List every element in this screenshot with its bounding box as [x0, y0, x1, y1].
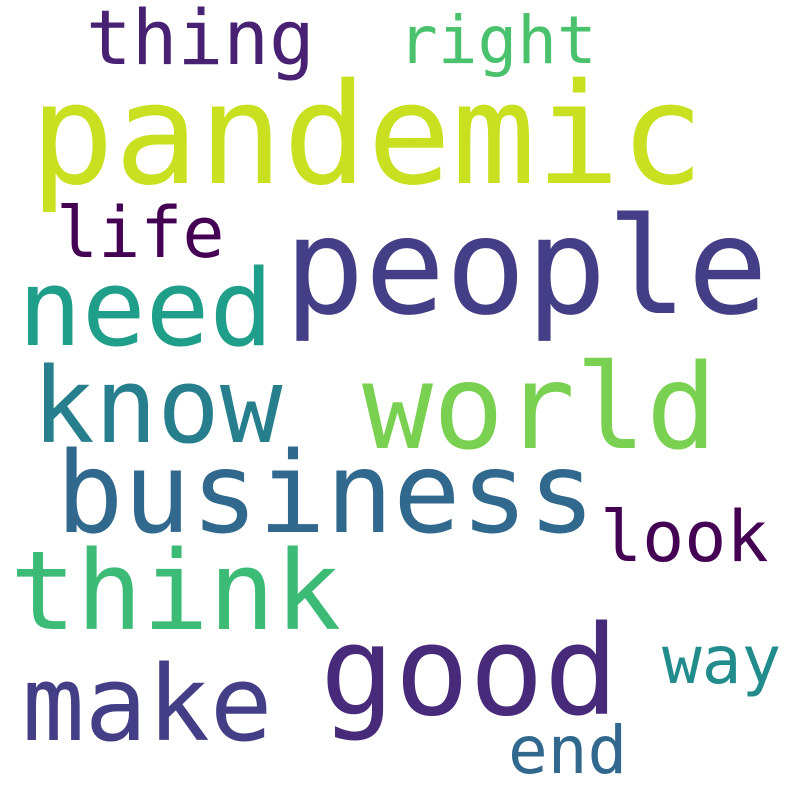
- word-life: life: [56, 192, 225, 274]
- word-good: good: [320, 600, 619, 744]
- word-end: end: [508, 712, 628, 789]
- word-way: way: [662, 622, 782, 699]
- word-think: think: [10, 527, 342, 655]
- word-pandemic: pandemic: [30, 54, 705, 217]
- word-make: make: [22, 643, 273, 765]
- word-need: need: [18, 247, 274, 370]
- word-right: right: [398, 2, 597, 79]
- word-know: know: [32, 345, 283, 467]
- word-look: look: [600, 496, 769, 578]
- word-people: people: [284, 189, 769, 345]
- word-thing: thing: [86, 0, 315, 82]
- word-business: business: [56, 429, 596, 559]
- word-world: world: [362, 338, 718, 476]
